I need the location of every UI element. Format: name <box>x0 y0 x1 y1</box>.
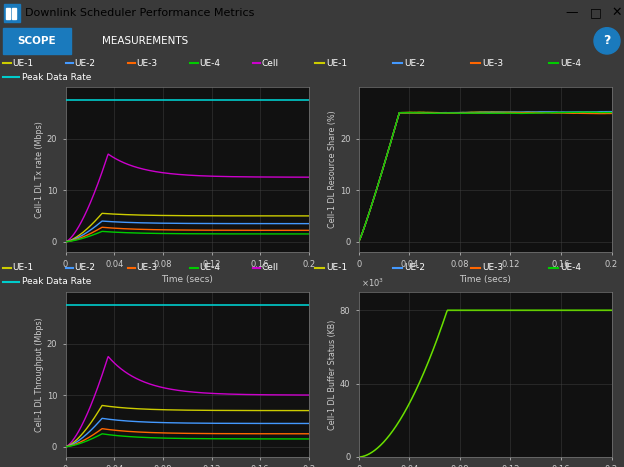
Bar <box>4 4 20 22</box>
Text: UE-3: UE-3 <box>137 263 158 273</box>
Text: ✕: ✕ <box>612 7 622 19</box>
Text: UE-1: UE-1 <box>326 263 347 273</box>
Y-axis label: Cell-1 DL Resource Share (%): Cell-1 DL Resource Share (%) <box>328 111 337 228</box>
Text: UE-2: UE-2 <box>404 263 425 273</box>
X-axis label: Time (secs): Time (secs) <box>459 275 511 284</box>
Text: UE-3: UE-3 <box>137 58 158 68</box>
Text: UE-4: UE-4 <box>560 263 581 273</box>
Text: UE-4: UE-4 <box>199 58 220 68</box>
Y-axis label: Cell-1 DL Throughput (Mbps): Cell-1 DL Throughput (Mbps) <box>35 317 44 432</box>
Text: UE-2: UE-2 <box>74 58 95 68</box>
Text: UE-1: UE-1 <box>12 263 33 273</box>
Text: UE-3: UE-3 <box>482 263 503 273</box>
Bar <box>6 8 10 19</box>
Text: Cell: Cell <box>261 58 278 68</box>
Y-axis label: Cell-1 DL Buffer Status (KB): Cell-1 DL Buffer Status (KB) <box>328 319 337 430</box>
Text: UE-4: UE-4 <box>199 263 220 273</box>
Circle shape <box>594 28 620 54</box>
Text: Peak Data Rate: Peak Data Rate <box>22 277 91 286</box>
Text: ?: ? <box>603 35 611 47</box>
Text: SCOPE: SCOPE <box>17 36 56 46</box>
Text: UE-2: UE-2 <box>404 58 425 68</box>
Text: UE-2: UE-2 <box>74 263 95 273</box>
Text: UE-1: UE-1 <box>326 58 347 68</box>
Text: □: □ <box>590 7 602 19</box>
Y-axis label: Cell-1 DL Tx rate (Mbps): Cell-1 DL Tx rate (Mbps) <box>35 121 44 218</box>
Text: $\times10^3$: $\times10^3$ <box>361 276 384 289</box>
Text: Cell: Cell <box>261 263 278 273</box>
Text: UE-3: UE-3 <box>482 58 503 68</box>
Text: MEASUREMENTS: MEASUREMENTS <box>102 36 188 46</box>
X-axis label: Time (secs): Time (secs) <box>161 275 213 284</box>
Text: Downlink Scheduler Performance Metrics: Downlink Scheduler Performance Metrics <box>25 8 255 18</box>
Text: —: — <box>566 7 578 19</box>
Text: UE-1: UE-1 <box>12 58 33 68</box>
Bar <box>3 28 71 54</box>
Text: UE-4: UE-4 <box>560 58 581 68</box>
Bar <box>12 8 16 19</box>
Text: Peak Data Rate: Peak Data Rate <box>22 72 91 82</box>
